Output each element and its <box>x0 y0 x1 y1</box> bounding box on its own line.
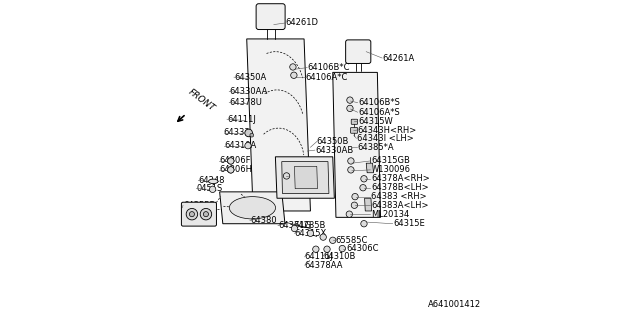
Circle shape <box>186 208 198 220</box>
Circle shape <box>291 225 298 232</box>
Text: 64343I <LH>: 64343I <LH> <box>357 134 413 143</box>
Circle shape <box>284 173 290 179</box>
Text: 64378U: 64378U <box>229 98 262 107</box>
Text: FRONT: FRONT <box>186 87 216 113</box>
Text: 64380: 64380 <box>250 216 276 225</box>
Text: ML20134: ML20134 <box>371 210 409 219</box>
Text: 64310B: 64310B <box>323 252 356 261</box>
Polygon shape <box>333 72 381 217</box>
Text: 64350B: 64350B <box>317 137 349 146</box>
Text: 64315GB: 64315GB <box>371 156 410 165</box>
Ellipse shape <box>209 179 218 184</box>
Polygon shape <box>366 163 374 173</box>
Text: 64350A: 64350A <box>234 73 266 82</box>
Circle shape <box>290 64 296 70</box>
Circle shape <box>347 97 353 103</box>
Circle shape <box>352 194 358 200</box>
Circle shape <box>360 185 366 191</box>
Polygon shape <box>246 39 310 211</box>
Circle shape <box>330 237 336 244</box>
Text: 64355P: 64355P <box>183 201 214 210</box>
Circle shape <box>204 212 209 217</box>
Text: 64330AB: 64330AB <box>315 146 353 155</box>
FancyBboxPatch shape <box>181 202 216 226</box>
FancyBboxPatch shape <box>256 4 285 29</box>
Circle shape <box>361 220 367 227</box>
Circle shape <box>347 105 353 112</box>
Circle shape <box>200 208 212 220</box>
Text: 64333: 64333 <box>224 128 250 137</box>
Text: 64306H: 64306H <box>220 165 252 174</box>
Circle shape <box>228 158 234 164</box>
Text: 64111J: 64111J <box>305 252 333 261</box>
Text: 0451S: 0451S <box>196 184 223 193</box>
Text: 65585C: 65585C <box>335 236 367 245</box>
Text: 64306F: 64306F <box>220 156 251 165</box>
Text: 64315X: 64315X <box>294 229 327 238</box>
Text: 0101S*B: 0101S*B <box>288 172 324 180</box>
Circle shape <box>307 230 314 236</box>
Circle shape <box>250 133 253 137</box>
Text: 64106B*C: 64106B*C <box>307 63 349 72</box>
Text: 64378AA: 64378AA <box>305 261 343 270</box>
Circle shape <box>189 212 195 217</box>
Polygon shape <box>220 192 285 224</box>
Circle shape <box>245 142 251 149</box>
Text: 64383A<LH>: 64383A<LH> <box>371 201 428 210</box>
Circle shape <box>209 186 216 193</box>
Circle shape <box>361 176 367 182</box>
FancyBboxPatch shape <box>351 127 358 133</box>
Circle shape <box>291 72 297 78</box>
Polygon shape <box>275 157 334 198</box>
Polygon shape <box>282 162 329 194</box>
Circle shape <box>346 211 353 217</box>
Ellipse shape <box>229 197 276 219</box>
Circle shape <box>245 129 252 137</box>
Circle shape <box>339 245 346 252</box>
Text: 64310A: 64310A <box>225 141 257 150</box>
Text: 64248: 64248 <box>198 176 225 185</box>
Text: 64261A: 64261A <box>382 53 414 62</box>
Text: 64106A*C: 64106A*C <box>306 73 348 82</box>
Circle shape <box>320 234 326 240</box>
Circle shape <box>324 246 330 252</box>
Polygon shape <box>365 198 372 211</box>
Text: 64330AA: 64330AA <box>229 87 268 96</box>
Text: 64343H<RH>: 64343H<RH> <box>358 125 417 134</box>
Text: 64306C: 64306C <box>346 244 379 253</box>
Circle shape <box>351 202 358 208</box>
FancyBboxPatch shape <box>351 119 358 124</box>
Text: 64315W: 64315W <box>358 116 393 126</box>
Text: 64106B*S: 64106B*S <box>358 98 400 107</box>
Text: 64315E: 64315E <box>394 219 425 228</box>
Circle shape <box>228 158 234 164</box>
Text: 64378A<RH>: 64378A<RH> <box>371 174 429 183</box>
Text: 64371G: 64371G <box>278 221 311 230</box>
Text: W130096: W130096 <box>371 165 411 174</box>
FancyBboxPatch shape <box>346 40 371 63</box>
Text: 64285B: 64285B <box>293 221 326 230</box>
Text: 64111J: 64111J <box>227 115 256 124</box>
Text: 64385*A: 64385*A <box>358 143 394 152</box>
Circle shape <box>348 167 354 173</box>
Circle shape <box>348 158 354 164</box>
Text: 64378B<LH>: 64378B<LH> <box>371 183 429 192</box>
Text: A641001412: A641001412 <box>428 300 481 309</box>
Circle shape <box>228 167 234 173</box>
Polygon shape <box>294 166 317 189</box>
Text: 64261D: 64261D <box>285 19 318 28</box>
Text: 64383 <RH>: 64383 <RH> <box>371 192 427 201</box>
Circle shape <box>246 130 252 136</box>
Circle shape <box>313 246 319 252</box>
Circle shape <box>228 167 234 173</box>
Text: 64106A*S: 64106A*S <box>358 108 400 117</box>
